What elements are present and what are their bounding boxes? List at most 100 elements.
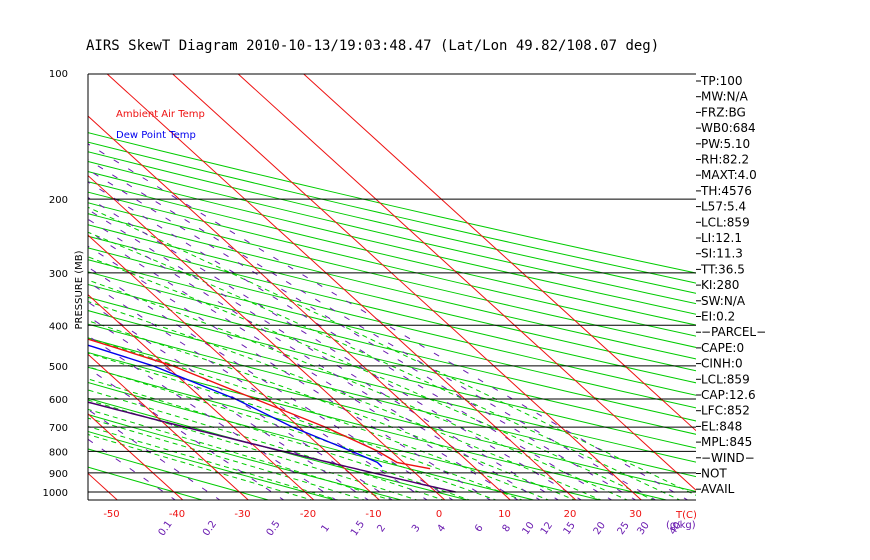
- moist-adiabat-line: [88, 256, 655, 500]
- pressure-tick-label: 600: [49, 395, 68, 406]
- moist-adiabat-line: [88, 389, 445, 500]
- dry-adiabat-line: [88, 213, 696, 360]
- index-entry: LI:12.1: [701, 231, 742, 245]
- axes: 1002003004005006007008009001000-120-110-…: [43, 69, 696, 538]
- mixing-ratio-tick-label: 1: [319, 523, 332, 535]
- pressure-tick-label: 400: [49, 321, 68, 332]
- y-axis-label: PRESSURE (MB): [74, 250, 85, 329]
- dry-adiabat-line: [88, 132, 696, 274]
- mixing-ratio-tick-label: 1.5: [349, 519, 367, 538]
- pressure-tick-label: 200: [49, 195, 68, 206]
- bottom-temp-tick-label: 30: [629, 509, 642, 520]
- moist-adiabat-line: [88, 433, 314, 500]
- isotherm-line: [171, 74, 643, 500]
- mixing-ratio-tick-label: 3: [410, 523, 423, 535]
- dry-adiabat-line: [88, 337, 696, 493]
- mixing-ratio-line: [88, 208, 560, 500]
- mixing-ratio-line: [88, 335, 337, 500]
- isotherm-line: [302, 74, 696, 432]
- legend-ambient-air-temp: Ambient Air Temp: [116, 109, 205, 120]
- index-entry: TT:36.5: [700, 262, 745, 276]
- dry-adiabat-line: [88, 247, 696, 396]
- mixing-ratio-tick-label: 0.2: [201, 519, 219, 538]
- index-entry: EI:0.2: [701, 310, 735, 324]
- bottom-temp-tick-label: -10: [365, 509, 381, 520]
- pressure-tick-label: 700: [49, 423, 68, 434]
- dry-adiabat-line: [88, 323, 696, 478]
- index-entry: TP:100: [700, 74, 743, 88]
- mixing-ratio-line: [88, 281, 429, 500]
- dry-adiabat-line: [88, 181, 696, 326]
- dewpoint-profile-line: [88, 344, 383, 468]
- mixing-ratio-tick-label: 0.5: [265, 519, 283, 538]
- moist-adiabat-line: [88, 231, 681, 500]
- dry-adiabat-line: [88, 283, 696, 435]
- mixing-ratio-tick-label: 6: [473, 523, 486, 535]
- parcel-curve: [88, 401, 456, 493]
- index-entry: KI:280: [701, 278, 739, 292]
- moist-adiabat-line: [88, 366, 498, 500]
- mixing-ratio-line: [88, 218, 541, 500]
- isotherm-line: [106, 74, 577, 500]
- mixing-ratio-tick-label: 10: [520, 520, 536, 537]
- dry-adiabat-line: [88, 271, 696, 422]
- dry-adiabat-line: [88, 366, 603, 500]
- index-entry: CAPE:0: [701, 341, 744, 355]
- index-entry: TH:4576: [700, 184, 752, 198]
- bottom-temp-tick-label: -30: [234, 509, 250, 520]
- isotherm-line: [88, 353, 250, 500]
- dry-adiabat-line: [88, 259, 696, 409]
- isotherm-line: [88, 294, 315, 500]
- index-entry: −WIND−: [701, 451, 755, 465]
- index-entry: MAXT:4.0: [701, 168, 757, 182]
- pressure-tick-label: 500: [49, 362, 68, 373]
- mixing-ratio-line: [88, 230, 519, 500]
- mixing-ratio-tick-label: 30: [635, 520, 651, 537]
- mixing-ratio-tick-label: 25: [616, 520, 632, 537]
- dry-adiabat-line: [88, 191, 696, 337]
- mixing-ratio-line: [88, 301, 394, 500]
- grid-lines: [88, 74, 696, 500]
- pressure-tick-label: 300: [49, 269, 68, 280]
- index-entry: NOT: [701, 467, 727, 481]
- bottom-temp-tick-label: -20: [300, 509, 316, 520]
- moist-adiabat-line: [88, 206, 696, 496]
- index-entry: MPL:845: [701, 435, 752, 449]
- index-entry: L57:5.4: [701, 200, 746, 214]
- pressure-tick-label: 100: [49, 69, 68, 80]
- legend: Ambient Air Temp Dew Point Temp: [116, 109, 205, 141]
- pressure-tick-label: 800: [49, 447, 68, 458]
- dry-adiabat-line: [88, 351, 669, 500]
- index-entry: −PARCEL−: [701, 325, 766, 339]
- index-entry: EL:848: [701, 419, 742, 433]
- moist-adiabat-line: [88, 425, 340, 500]
- bottom-temp-tick-label: -50: [103, 509, 119, 520]
- moist-adiabat-line: [88, 378, 471, 500]
- dry-adiabat-line: [88, 160, 696, 305]
- moist-adiabat-line: [88, 337, 550, 500]
- dry-adiabat-line: [88, 414, 404, 500]
- mixing-ratio-tick-label: 12: [539, 520, 555, 537]
- isotherm-line: [237, 74, 696, 491]
- index-entry: MW:N/A: [701, 90, 749, 104]
- index-entry: WB0:684: [701, 121, 756, 135]
- bottom-temp-tick-label: 0: [436, 509, 442, 520]
- isotherm-line: [88, 174, 446, 500]
- bottom-temp-tick-label: 10: [498, 509, 511, 520]
- isotherm-line: [88, 115, 512, 500]
- dry-adiabat-line: [88, 151, 696, 294]
- index-entry: CINH:0: [701, 357, 743, 371]
- mixing-ratio-tick-label: 4: [436, 523, 449, 535]
- mixing-ratio-tick-label: 20: [592, 520, 608, 537]
- moist-adiabat-line: [88, 417, 367, 500]
- mixing-unit-label: (g/kg): [666, 520, 696, 531]
- dry-adiabat-line: [88, 235, 696, 384]
- index-entry: RH:82.2: [701, 153, 749, 167]
- index-entry: FRZ:BG: [701, 105, 746, 119]
- dry-adiabat-line: [88, 171, 696, 315]
- mixing-ratio-tick-label: 15: [562, 520, 578, 537]
- dry-adiabat-line: [88, 397, 470, 500]
- index-entry: PW:5.10: [701, 137, 750, 151]
- bottom-temp-tick-label: 20: [564, 509, 577, 520]
